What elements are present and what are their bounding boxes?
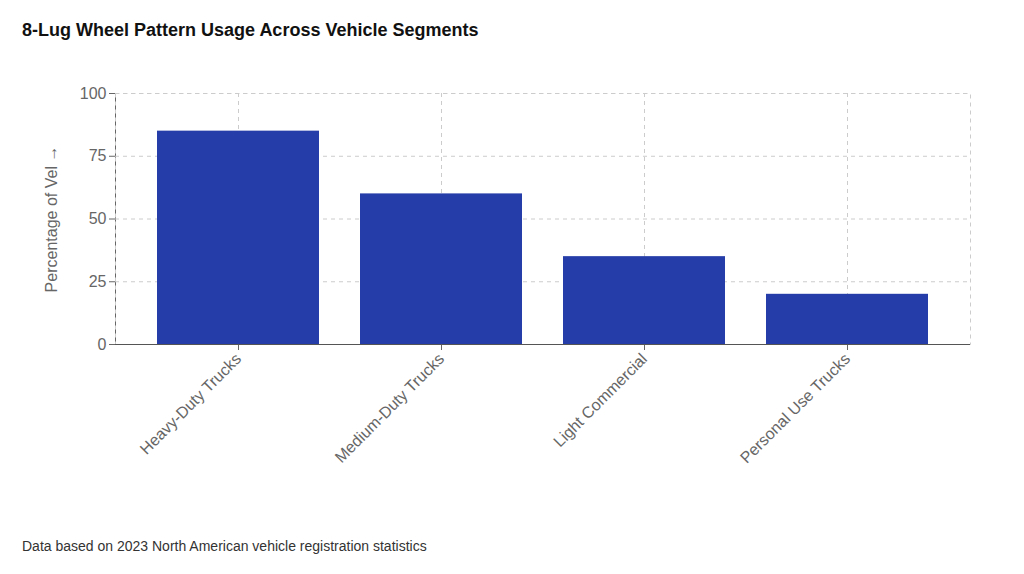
svg-text:Light Commercial: Light Commercial (550, 350, 650, 450)
svg-text:0: 0 (98, 336, 107, 353)
svg-text:75: 75 (89, 147, 107, 164)
svg-text:50: 50 (89, 210, 107, 227)
html-text:Data based on 2023 North Ameri: Data based on 2023 North American vehicl… (22, 538, 427, 554)
svg-text:Personal Use Trucks: Personal Use Trucks (737, 350, 853, 466)
svg-text:Heavy-Duty Trucks: Heavy-Duty Trucks (137, 350, 245, 458)
svg-text:Medium-Duty Trucks: Medium-Duty Trucks (331, 350, 447, 466)
svg-text:Percentage of Vel →: Percentage of Vel → (43, 146, 60, 293)
svg-text:100: 100 (80, 85, 107, 102)
svg-text:25: 25 (89, 273, 107, 290)
html-text:8-Lug Wheel Pattern Usage Acro: 8-Lug Wheel Pattern Usage Across Vehicle… (22, 20, 479, 40)
